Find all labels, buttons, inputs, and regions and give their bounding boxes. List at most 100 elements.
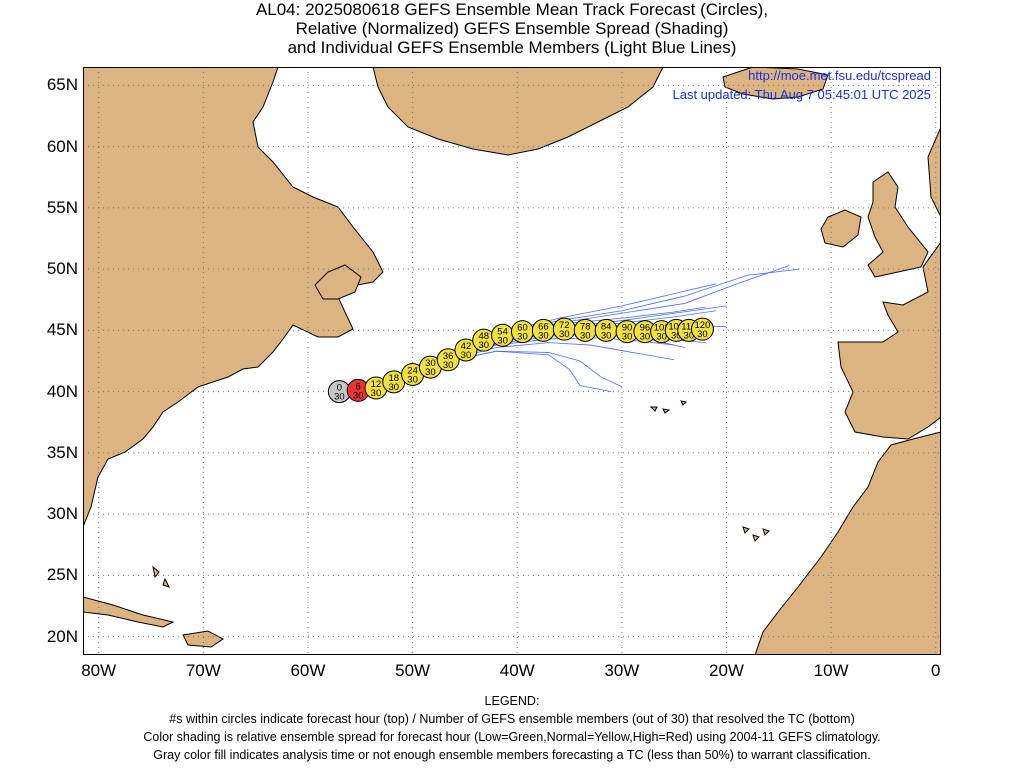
member-count-label: 30 [671, 330, 682, 341]
forecast-hour-label: 42 [461, 341, 472, 352]
member-count-label: 30 [559, 329, 570, 340]
track-circle [436, 348, 460, 372]
lon-tick-label: 20W [709, 661, 744, 680]
lat-tick-label: 40N [46, 381, 78, 401]
africa-land [754, 431, 941, 655]
legend-line-1: #s within circles indicate forecast hour… [169, 712, 855, 726]
forecast-hour-label: 96 [640, 323, 651, 334]
legend-line-2: Color shading is relative ensemble sprea… [143, 730, 881, 744]
lat-tick-label: 65N [46, 75, 78, 95]
member-count-label: 30 [622, 332, 633, 343]
member-count-label: 30 [601, 330, 612, 341]
forecast-hour-label: 54 [497, 326, 508, 337]
hispaniola-land [182, 630, 224, 648]
member-count-label: 30 [656, 332, 667, 343]
member-count-label: 30 [497, 335, 508, 346]
lat-tick-label: 45N [46, 320, 78, 340]
forecast-hour-label: 78 [580, 321, 591, 332]
lon-tick-label: 60W [290, 661, 326, 680]
forecast-hour-label: 60 [517, 323, 528, 334]
member-count-label: 30 [684, 330, 695, 341]
member-count-label: 30 [478, 340, 489, 351]
forecast-hour-label: 66 [538, 321, 549, 332]
member-count-label: 30 [580, 330, 591, 341]
lon-tick-label: 70W [185, 661, 221, 680]
lon-tick-label: 0 [931, 661, 941, 680]
track-map: 0306301230183024303030363042304830543060… [83, 67, 941, 655]
legend-line-3: Gray color fill indicates analysis time … [153, 748, 871, 762]
forecast-hour-label: 72 [559, 320, 570, 331]
ensemble-mean-track: 0306301230183024303030363042304830543060… [327, 317, 714, 404]
north-america-land [83, 67, 384, 528]
cuba-land [83, 596, 175, 628]
lon-tick-label: 10W [813, 661, 849, 680]
member-count-label: 30 [461, 350, 472, 361]
forecast-hour-label: 24 [407, 365, 418, 376]
lat-tick-label: 20N [46, 626, 78, 646]
great-britain-land [867, 171, 929, 278]
canary-islands-land [742, 526, 770, 542]
forecast-hour-label: 102 [654, 323, 670, 334]
track-point: 630 [346, 378, 370, 402]
member-count-label: 30 [538, 330, 549, 341]
forecast-hour-label: 30 [425, 358, 436, 369]
title-line-2: Relative (Normalized) GEFS Ensemble Spre… [295, 19, 729, 38]
forecast-hour-label: 90 [622, 323, 633, 334]
forecast-hour-label: 114 [681, 321, 696, 332]
title-line-3: and Individual GEFS Ensemble Members (Li… [287, 38, 737, 57]
legend-heading: LEGEND: [484, 694, 540, 708]
lon-tick-label: 40W [499, 661, 535, 680]
member-count-label: 30 [353, 390, 364, 401]
bahamas-land [152, 565, 170, 588]
forecast-hour-label: 84 [601, 321, 612, 332]
forecast-hour-label: 6 [356, 381, 361, 392]
greenland-land [372, 67, 664, 156]
newfoundland-land [314, 264, 362, 300]
member-count-label: 30 [425, 367, 436, 378]
member-count-label: 30 [407, 374, 418, 385]
member-count-label: 30 [334, 392, 345, 403]
europe-land [837, 126, 941, 440]
track-circle [454, 338, 478, 362]
lat-tick-label: 55N [46, 197, 78, 217]
forecast-hour-label: 36 [443, 351, 454, 362]
member-count-label: 30 [371, 388, 382, 399]
lon-tick-label: 80W [81, 661, 117, 680]
azores-land [649, 400, 688, 414]
last-updated-text: Last updated: Thu Aug 7 05:45:01 UTC 202… [672, 87, 931, 102]
member-count-label: 30 [388, 382, 399, 393]
track-point: 030 [327, 380, 351, 404]
forecast-hour-label: 108 [668, 321, 684, 332]
lat-tick-label: 35N [46, 442, 78, 462]
lat-tick-label: 30N [46, 504, 78, 524]
member-count-label: 30 [517, 332, 528, 343]
lat-tick-label: 60N [46, 136, 78, 156]
forecast-hour-label: 120 [695, 320, 711, 331]
title-line-1: AL04: 2025080618 GEFS Ensemble Mean Trac… [255, 0, 769, 19]
lat-tick-label: 50N [46, 259, 78, 279]
map-frame [83, 67, 941, 655]
member-count-label: 30 [697, 329, 708, 340]
forecast-hour-label: 18 [388, 373, 399, 384]
lat-lon-grid [83, 67, 941, 655]
lon-tick-label: 50W [395, 661, 431, 680]
lat-tick-label: 25N [46, 565, 78, 585]
forecast-hour-label: 0 [337, 383, 342, 394]
member-count-label: 30 [443, 360, 454, 371]
source-url-link[interactable]: http://moe.met.fsu.edu/tcspread [748, 68, 931, 83]
track-circle [690, 317, 714, 341]
forecast-hour-label: 12 [371, 379, 382, 390]
